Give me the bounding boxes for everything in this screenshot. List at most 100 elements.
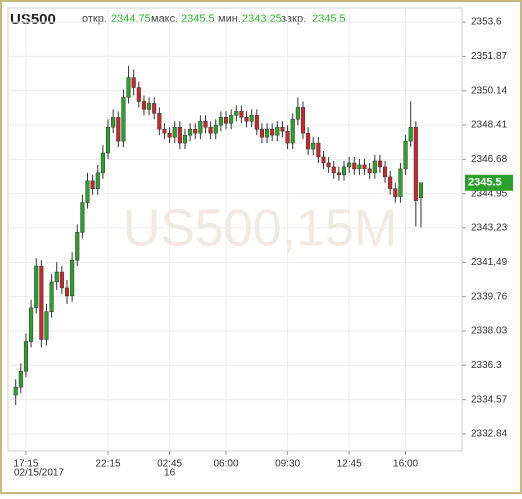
y-tick-label: 2344.95	[471, 188, 508, 199]
x-tick-label: 12:45	[337, 459, 362, 470]
candle-body	[198, 121, 203, 134]
y-tick-label: 2351.87	[471, 51, 508, 62]
candle-body	[403, 140, 408, 170]
price-tag	[465, 174, 513, 191]
candle-body	[90, 180, 95, 189]
stat-label: закр.	[281, 13, 306, 25]
candle-body	[408, 126, 413, 142]
candle-body	[300, 107, 306, 134]
candle-body	[383, 166, 388, 178]
candle-body	[85, 180, 90, 203]
candle-body	[13, 386, 18, 396]
candle-body	[306, 132, 311, 150]
y-tick-label: 2343.23	[471, 222, 508, 233]
y-tick-label: 2346.68	[471, 154, 508, 165]
candle-body	[352, 162, 357, 170]
candle-body	[367, 168, 372, 174]
candle-body	[234, 111, 239, 116]
candle-body	[254, 115, 259, 130]
candle-body	[244, 117, 249, 122]
candle-body	[167, 132, 172, 138]
candle-body	[152, 103, 157, 114]
candle-body	[157, 113, 162, 130]
candle-body	[372, 160, 377, 174]
candle-body	[105, 126, 111, 154]
candle-body	[321, 156, 326, 164]
candle-body	[259, 128, 264, 138]
candle-body	[223, 117, 229, 124]
candle-body	[218, 117, 223, 126]
candle-body	[341, 166, 347, 176]
candle-body	[121, 97, 126, 142]
candle-body	[270, 128, 275, 136]
y-tick-label: 2334.57	[471, 394, 508, 405]
candle-body	[316, 142, 321, 158]
stat-label: мин.	[218, 13, 241, 25]
candle-body	[172, 126, 177, 138]
x-tick-label: 17:15	[13, 459, 38, 470]
candle-body	[80, 202, 85, 233]
candle-body	[116, 117, 121, 142]
candle-body	[208, 126, 213, 134]
candle-body	[39, 265, 44, 340]
candle-body	[18, 370, 23, 388]
candle-body	[285, 130, 290, 144]
candle-body	[275, 126, 280, 136]
stat-label: макс.	[151, 13, 178, 25]
candle-body	[29, 307, 34, 342]
candle-body	[280, 126, 285, 132]
candle-body	[59, 271, 64, 289]
candle-body	[311, 142, 316, 150]
candle-body	[100, 152, 105, 174]
candle-body	[290, 119, 295, 144]
candle-body	[265, 128, 270, 138]
y-tick-label: 2350.14	[471, 85, 508, 96]
stat-value: 2345.5	[181, 13, 215, 25]
candle-body	[393, 188, 398, 197]
candle-body	[70, 259, 75, 297]
stat-label: откр.	[82, 13, 107, 25]
candle-body	[177, 126, 182, 144]
x-tick-label: 06:00	[214, 459, 239, 470]
candle-body	[331, 166, 336, 174]
x-sublabel: 02/15/2017	[14, 468, 64, 479]
candle-body	[388, 176, 393, 189]
candle-body	[141, 101, 146, 110]
candle-body	[229, 115, 234, 124]
y-tick-label: 2338.03	[471, 326, 508, 337]
x-sublabel: 16	[164, 468, 176, 479]
candle-body	[357, 164, 362, 170]
candle-body	[34, 265, 39, 309]
candle-body	[23, 341, 29, 372]
candle-body	[249, 115, 254, 122]
watermark: US500,15M	[123, 200, 398, 258]
y-tick-label: 2339.76	[471, 291, 508, 302]
candle-body	[49, 281, 54, 312]
candle-body	[336, 172, 341, 176]
candle-body	[413, 126, 418, 201]
stat-value: 2345.5	[312, 13, 346, 25]
x-tick-label: 22:15	[96, 459, 121, 470]
candle-body	[188, 128, 193, 136]
candle-body	[193, 128, 198, 134]
plot-area	[7, 7, 463, 452]
candle-body	[126, 77, 131, 98]
x-tick-label: 16:00	[393, 459, 418, 470]
candle-body	[147, 103, 152, 110]
candle-body	[418, 182, 424, 198]
y-tick-label: 2341.49	[471, 257, 508, 268]
candle-body	[136, 87, 141, 102]
y-tick-label: 2336.3	[471, 360, 502, 371]
candle-body	[326, 162, 331, 168]
candle-body	[377, 160, 382, 168]
candle-body	[362, 164, 367, 170]
price-tag-label: 2345.5	[468, 177, 502, 189]
candle-body	[162, 128, 167, 134]
x-tick-label: 09:30	[275, 459, 300, 470]
candle-body	[111, 117, 116, 128]
candle-body	[347, 162, 352, 168]
candle-body	[213, 124, 218, 134]
candle-body	[44, 311, 49, 340]
